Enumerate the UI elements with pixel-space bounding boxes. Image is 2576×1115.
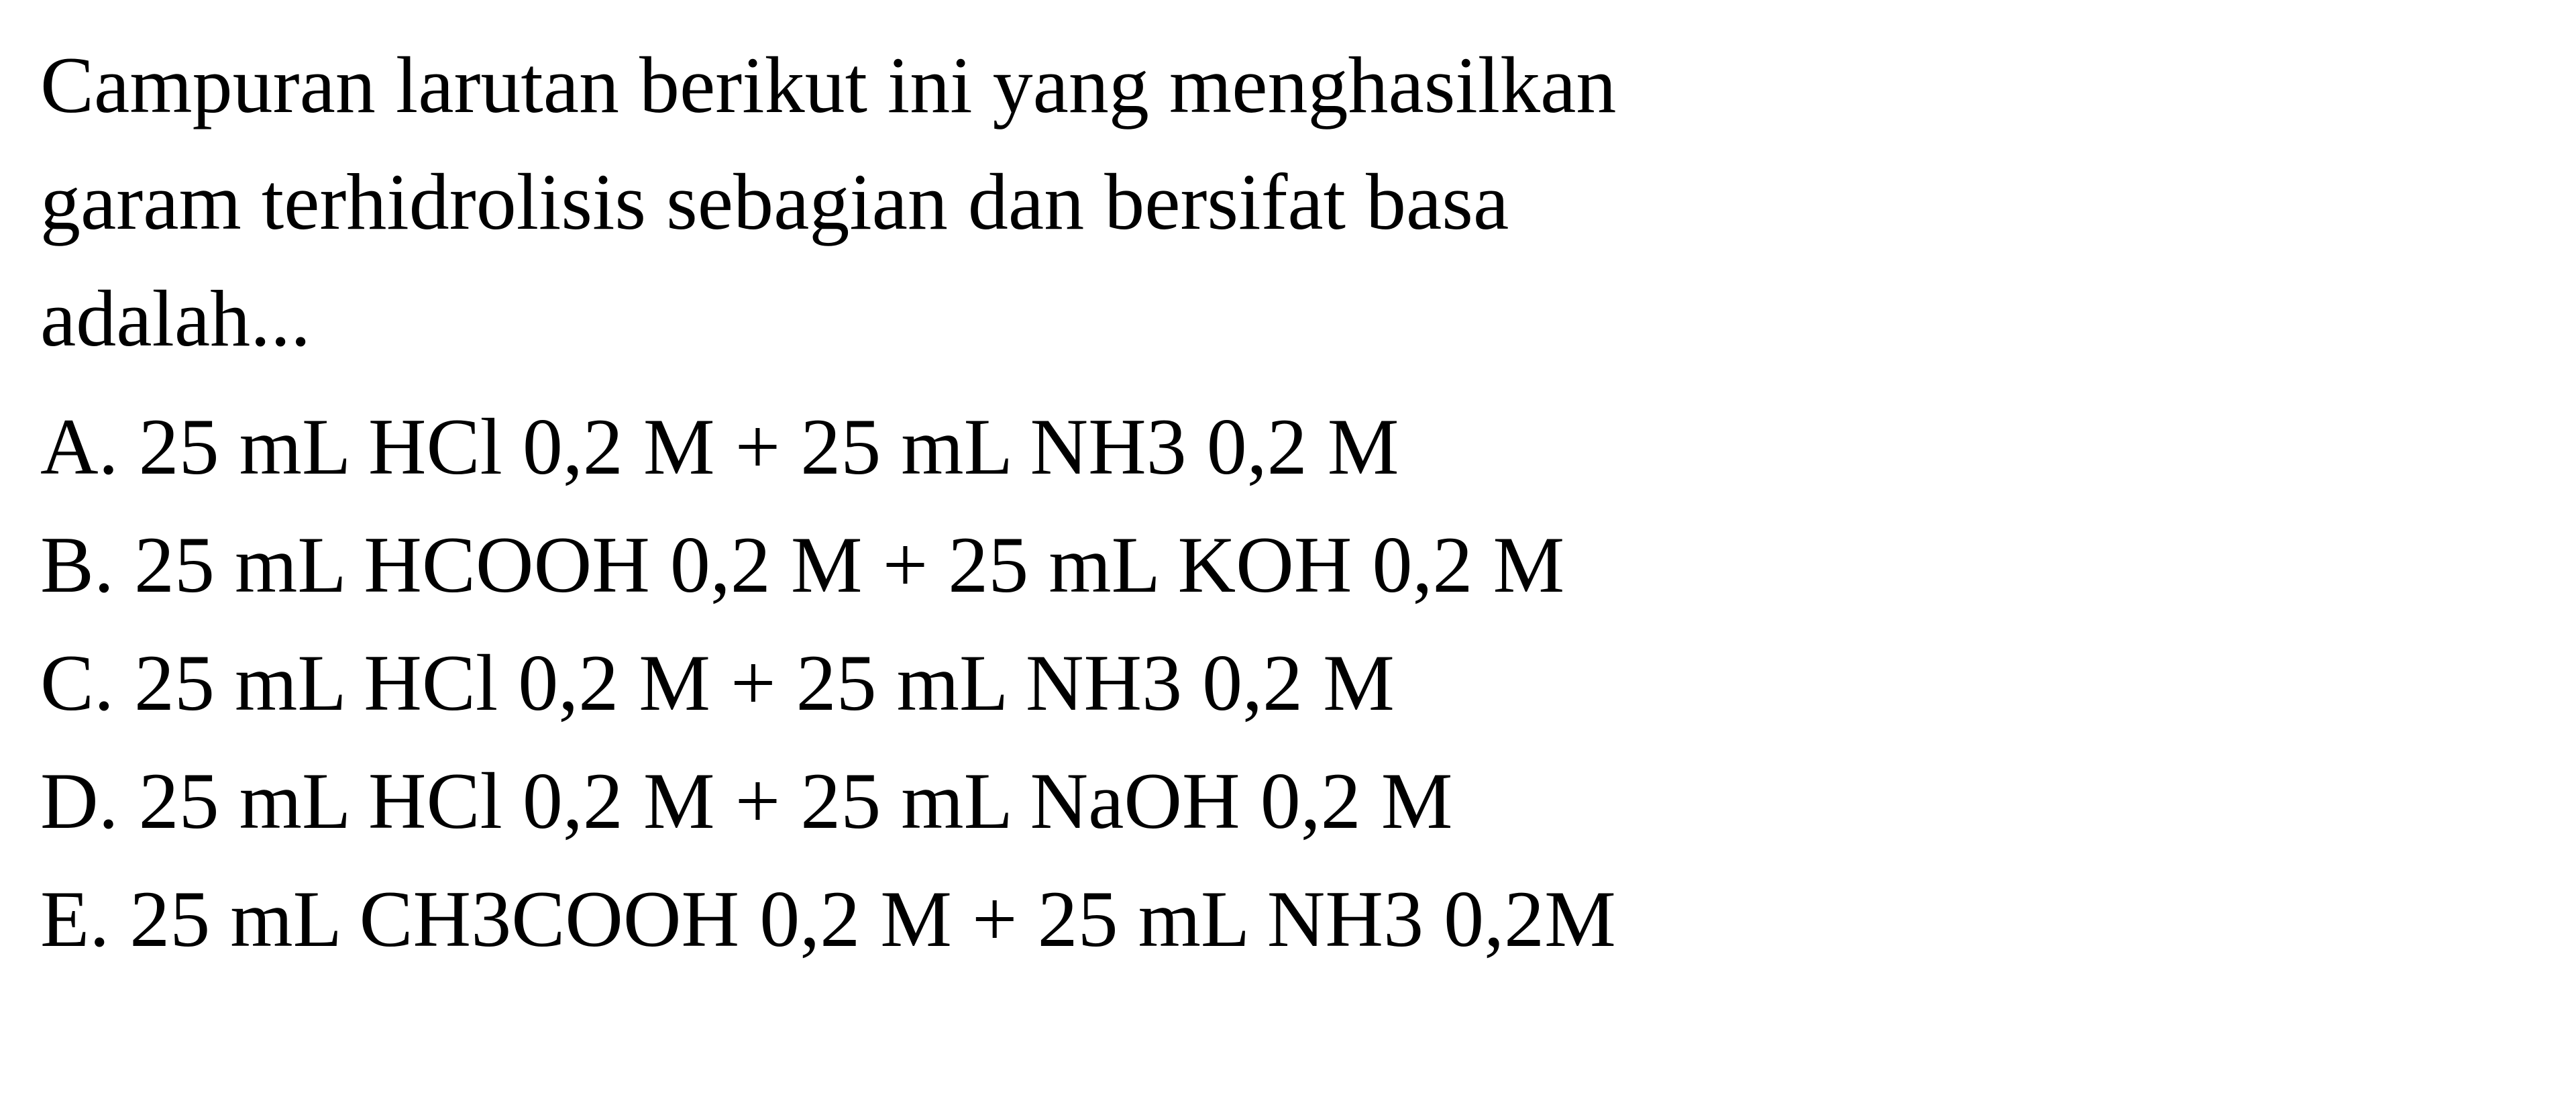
option-a: A. 25 mL HCl 0,2 M + 25 mL NH3 0,2 M (40, 390, 2536, 503)
options-list: A. 25 mL HCl 0,2 M + 25 mL NH3 0,2 M B. … (40, 390, 2536, 975)
option-c: C. 25 mL HCl 0,2 M + 25 mL NH3 0,2 M (40, 627, 2536, 739)
option-d: D. 25 mL HCl 0,2 M + 25 mL NaOH 0,2 M (40, 745, 2536, 857)
question-line-2: garam terhidrolisis sebagian dan bersifa… (40, 144, 2536, 260)
question-line-1: Campuran larutan berikut ini yang mengha… (40, 27, 2536, 144)
option-e: E. 25 mL CH3COOH 0,2 M + 25 mL NH3 0,2M (40, 863, 2536, 975)
question-stem: Campuran larutan berikut ini yang mengha… (40, 27, 2536, 377)
question-line-3: adalah... (40, 260, 2536, 377)
option-b: B. 25 mL HCOOH 0,2 M + 25 mL KOH 0,2 M (40, 509, 2536, 621)
